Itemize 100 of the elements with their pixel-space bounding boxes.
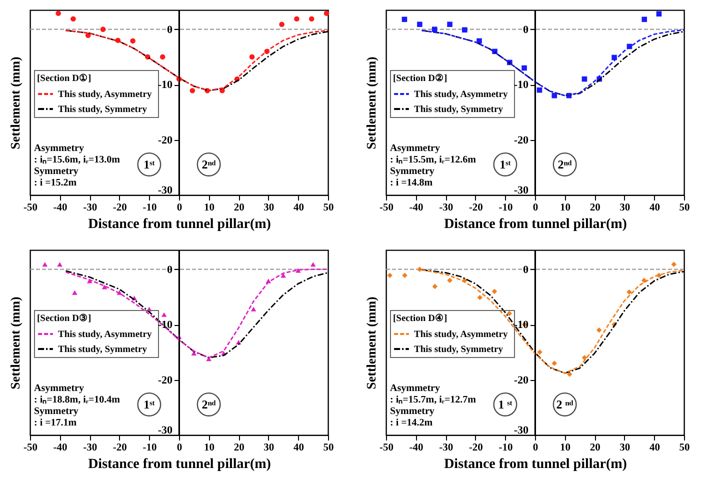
legend-title: [Section D②] [393,73,448,84]
x-tick-label: -50 [380,202,394,214]
y-tick-label: 0 [523,24,529,36]
annotation: : i =14.2m [390,417,434,428]
y-tick-label: -30 [158,184,173,196]
legend-label: This study, Asymmetry [414,90,508,100]
annotation: Asymmetry [390,142,440,154]
annotation: 2ⁿᵈ [202,397,216,412]
y-tick-label: -30 [514,184,529,196]
x-tick-label: 50 [323,442,334,454]
x-tick-label: -10 [498,202,513,214]
x-tick-label: 10 [560,202,571,214]
y-tick-label: 0 [523,264,529,276]
x-tick-label: 30 [264,202,274,214]
x-tick-label: 30 [620,442,630,454]
legend-label: This study, Symmetry [58,345,148,355]
annotation: Asymmetry [390,382,440,394]
legend-label: This study, Asymmetry [414,330,508,340]
x-tick-label: 20 [590,202,600,214]
y-tick-label: -30 [514,424,529,436]
legend-label: This study, Symmetry [414,345,504,355]
x-tick-label: -20 [112,442,127,454]
annotation: : iₙ=15.6m, iᵣ=13.0m [34,154,121,166]
x-tick-label: -10 [498,442,513,454]
legend-label: This study, Symmetry [414,105,504,115]
y-axis-title: Settlement (mm) [8,56,22,150]
annotation: : iₙ=15.5m, iᵣ=12.6m [390,154,477,166]
x-tick-label: 50 [323,202,334,214]
x-axis-title: Distance from tunnel pillar(m) [88,217,272,232]
x-tick-label: 50 [679,202,690,214]
annotation: Symmetry [34,166,78,177]
x-tick-label: -20 [112,202,127,214]
x-tick-label: -30 [439,442,454,454]
x-tick-label: -10 [142,442,157,454]
x-tick-label: 10 [204,442,215,454]
y-axis-title: Settlement (mm) [8,296,22,390]
annotation: Asymmetry [34,382,84,394]
x-tick-label: 30 [620,202,630,214]
y-tick-label: -20 [158,374,173,386]
x-tick-label: -40 [53,202,68,214]
annotation: : i =15.2m [34,177,78,188]
x-tick-label: 0 [532,442,538,454]
x-tick-label: 10 [204,202,215,214]
x-tick-label: 40 [293,442,304,454]
x-tick-label: 30 [264,442,274,454]
x-tick-label: -30 [439,202,454,214]
y-axis-title: Settlement (mm) [364,56,378,150]
annotation: Symmetry [390,166,434,177]
legend-title: [Section D①] [37,73,92,84]
y-tick-label: -30 [158,424,173,436]
legend-label: This study, Symmetry [58,105,148,115]
x-tick-label: -20 [468,442,483,454]
y-tick-label: -20 [158,134,173,146]
annotation: : iₙ=15.7m, iᵣ=12.7m [390,394,477,406]
x-tick-label: 40 [649,442,660,454]
legend-label: This study, Asymmetry [58,90,152,100]
annotation: Symmetry [34,406,78,417]
annotation: 1ˢᵗ [500,157,512,172]
x-tick-label: 0 [532,202,538,214]
legend-title: [Section D④] [393,313,448,324]
y-tick-label: 0 [167,24,173,36]
x-axis-title: Distance from tunnel pillar(m) [444,217,628,232]
annotation: 2ⁿᵈ [202,157,216,172]
annotation: : i =14.8m [390,177,434,188]
x-tick-label: -10 [142,202,157,214]
x-tick-label: 0 [176,442,182,454]
x-axis-title: Distance from tunnel pillar(m) [444,457,628,472]
y-tick-label: -20 [514,374,529,386]
legend-title: [Section D③] [37,313,92,324]
x-tick-label: 40 [649,202,660,214]
y-tick-label: -20 [514,134,529,146]
annotation: 2 ⁿᵈ [556,397,574,412]
annotation: : i =17.1m [34,417,78,428]
x-tick-label: 20 [590,442,600,454]
x-tick-label: 10 [560,442,571,454]
x-tick-label: 20 [234,442,244,454]
y-axis-title: Settlement (mm) [364,296,378,390]
x-tick-label: -40 [53,442,68,454]
x-tick-label: -50 [24,442,38,454]
x-tick-label: -20 [468,202,483,214]
annotation: Symmetry [390,406,434,417]
y-tick-label: 0 [167,264,173,276]
x-tick-label: 40 [293,202,304,214]
annotation: : iₙ=18.8m, iᵣ=10.4m [34,394,121,406]
x-tick-label: 50 [679,442,690,454]
x-tick-label: -30 [83,202,98,214]
x-tick-label: -40 [409,442,424,454]
annotation: Asymmetry [34,142,84,154]
x-tick-label: -30 [83,442,98,454]
annotation: 1ˢᵗ [144,157,156,172]
x-tick-label: -40 [409,202,424,214]
annotation: 2ⁿᵈ [558,157,572,172]
x-axis-title: Distance from tunnel pillar(m) [88,457,272,472]
x-tick-label: -50 [380,442,394,454]
x-tick-label: -50 [24,202,38,214]
legend-label: This study, Asymmetry [58,330,152,340]
x-tick-label: 0 [176,202,182,214]
annotation: 1ˢᵗ [144,397,156,412]
x-tick-label: 20 [234,202,244,214]
annotation: 1 ˢᵗ [498,397,513,412]
